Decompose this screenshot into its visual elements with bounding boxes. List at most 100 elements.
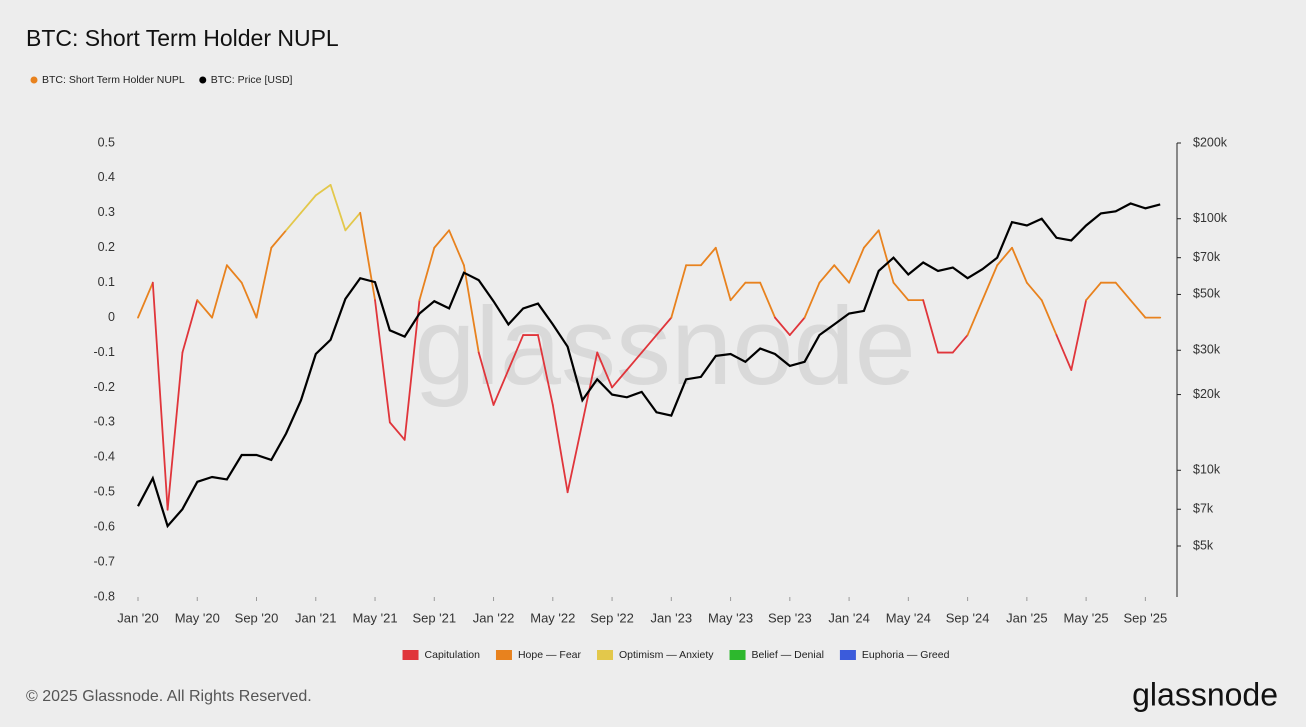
nupl-segment [729,281,747,302]
nupl-segment [507,334,525,371]
nupl-segment [996,246,1013,267]
x-tick-label: May '21 [352,610,397,625]
nupl-segment [537,334,554,406]
nupl-segment [1114,281,1132,302]
x-tick-label: Jan '21 [295,610,337,625]
nupl-segment [833,264,850,284]
y2-tick-label: $30k [1193,343,1221,357]
zone-legend-swatch [729,650,746,660]
x-tick-label: Jan '23 [651,610,693,625]
nupl-segment [596,351,613,389]
zone-legend-label: Hope — Fear [518,649,582,661]
x-tick-label: Jan '24 [828,610,870,625]
y-tick-label: -0.7 [93,554,115,568]
nupl-segment [877,229,895,284]
nupl-segment [581,351,599,424]
nupl-segment [225,264,243,284]
y-tick-label: 0.1 [98,275,115,289]
nupl-segment [700,246,717,267]
nupl-segment [477,351,495,406]
nupl-segment [359,211,376,302]
nupl-segment [418,246,436,302]
nupl-segment [270,229,288,249]
y2-tick-label: $20k [1193,387,1221,401]
y-tick-label: -0.4 [93,450,115,464]
zone-legend-swatch [839,650,856,660]
y-tick-label: 0.2 [98,240,115,254]
nupl-segment [788,316,806,336]
nupl-segment [448,229,465,267]
nupl-segment [151,281,169,511]
zone-legend-swatch [495,650,512,660]
x-tick-label: Sep '20 [235,610,279,625]
watermark: glassnode [414,285,916,408]
nupl-segment [240,281,258,319]
nupl-segment [211,264,228,319]
nupl-segment [137,281,154,319]
x-tick-label: Sep '23 [768,610,812,625]
y2-tick-label: $7k [1193,502,1214,516]
nupl-segment [196,299,213,319]
x-tick-label: May '25 [1064,610,1109,625]
x-tick-label: Sep '24 [946,610,990,625]
nupl-segment [655,316,673,336]
y2-tick-label: $50k [1193,287,1221,301]
x-tick-label: May '20 [175,610,220,625]
x-tick-label: Sep '22 [590,610,634,625]
nupl-segment [981,264,999,302]
zone-legend-label: Capitulation [425,649,481,661]
x-tick-label: Jan '20 [117,610,159,625]
nupl-segment [374,299,391,424]
zone-legend-label: Euphoria — Greed [862,649,950,661]
nupl-segment [966,299,984,336]
nupl-segment [492,369,510,406]
nupl-segment [1055,334,1073,371]
footer: © 2025 Glassnode. All Rights Reserved. [26,688,312,705]
nupl-segment [403,299,421,441]
nupl-segment [255,246,273,319]
y2-tick-label: $200k [1193,135,1228,149]
legend-label: BTC: Price [USD] [211,74,293,86]
nupl-segment [759,281,776,319]
nupl-segment [1070,299,1088,371]
x-tick-label: Sep '21 [412,610,456,625]
legend-marker [30,76,38,84]
nupl-segment [1011,246,1028,284]
nupl-segment [433,229,451,249]
y-tick-label: 0.4 [98,170,115,184]
y-tick-label: -0.6 [93,519,115,533]
nupl-segment [774,316,791,336]
nupl-segment [625,351,643,371]
y-tick-label: -0.2 [93,380,115,394]
y-tick-label: -0.8 [93,589,115,603]
nupl-segment [1129,299,1147,319]
nupl-segment [551,404,569,494]
x-tick-label: May '23 [708,610,753,625]
y-tick-label: -0.1 [93,345,115,359]
legend-label: BTC: Short Term Holder NUPL [42,74,185,86]
nupl-segment [329,184,347,232]
x-tick-label: Jan '25 [1006,610,1048,625]
y2-tick-label: $5k [1193,538,1214,552]
y-tick-label: 0 [108,310,115,324]
y2-tick-label: $10k [1193,463,1221,477]
nupl-segment [818,264,836,284]
nupl-segment [314,184,332,197]
nupl-segment [285,211,302,232]
zone-legend-swatch [597,650,614,660]
nupl-segment [463,264,480,354]
nupl-segment [714,246,732,302]
y-tick-label: -0.5 [93,485,115,499]
nupl-segment [951,334,969,354]
nupl-segment [611,369,628,389]
y2-tick-label: $100k [1193,211,1228,225]
nupl-segment [640,334,658,354]
y-tick-label: 0.5 [98,135,115,149]
x-tick-label: May '24 [886,610,931,625]
nupl-segment [566,421,584,494]
zone-legend-label: Optimism — Anxiety [619,649,714,661]
y2-tick-label: $70k [1193,250,1221,264]
x-tick-label: Jan '22 [473,610,515,625]
nupl-segment [166,351,184,511]
